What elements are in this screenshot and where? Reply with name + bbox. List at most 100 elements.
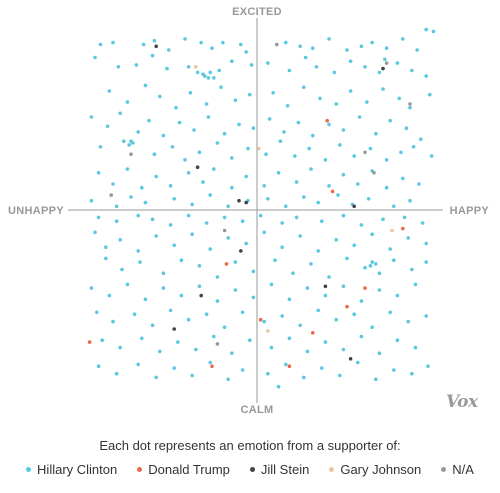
point-hillary-clinton-81 <box>222 131 227 136</box>
point-hillary-clinton-36 <box>217 68 221 73</box>
point-hillary-clinton-2 <box>141 42 146 47</box>
point-hillary-clinton-199 <box>138 260 142 264</box>
point-hillary-clinton-163 <box>168 223 173 227</box>
point-hillary-clinton-77 <box>161 133 166 138</box>
point-hillary-clinton-34 <box>208 70 212 75</box>
point-hillary-clinton-126 <box>201 180 205 184</box>
point-hillary-clinton-91 <box>374 131 378 136</box>
point-hillary-clinton-150 <box>266 197 270 201</box>
point-donald-trump-10 <box>287 364 292 369</box>
point-hillary-clinton-45 <box>363 65 367 69</box>
point-jill-stein-9 <box>172 327 176 331</box>
point-hillary-clinton-176 <box>420 221 425 225</box>
point-hillary-clinton-35 <box>212 76 216 80</box>
point-hillary-clinton-284 <box>266 371 270 376</box>
point-hillary-clinton-274 <box>413 345 418 350</box>
point-hillary-clinton-84 <box>267 117 272 121</box>
point-hillary-clinton-151 <box>284 204 288 209</box>
point-hillary-clinton-293 <box>410 371 414 376</box>
point-donald-trump-7 <box>311 331 315 335</box>
point-hillary-clinton-133 <box>309 167 313 171</box>
point-jill-stein-10 <box>348 357 353 361</box>
legend-label-jill-stein: Jill Stein <box>260 462 310 477</box>
point-hillary-clinton-37 <box>230 59 234 63</box>
point-hillary-clinton-120 <box>111 182 115 186</box>
point-n-a-4 <box>372 171 376 175</box>
point-n-a-3 <box>109 193 113 197</box>
point-hillary-clinton-154 <box>336 193 340 197</box>
point-hillary-clinton-162 <box>150 217 155 222</box>
point-hillary-clinton-115 <box>384 158 389 162</box>
point-hillary-clinton-238 <box>95 310 99 315</box>
point-gary-johnson-3 <box>266 329 270 333</box>
point-hillary-clinton-224 <box>179 293 184 298</box>
point-hillary-clinton-42 <box>314 65 319 69</box>
emotion-scatter-chart: EXCITED CALM UNHAPPY HAPPY <box>8 6 490 416</box>
point-hillary-clinton-7 <box>210 46 214 50</box>
point-hillary-clinton-289 <box>338 373 342 378</box>
point-hillary-clinton-215 <box>377 271 382 276</box>
point-hillary-clinton-33 <box>206 76 211 80</box>
legend-label-gary-johnson: Gary Johnson <box>340 462 422 477</box>
point-hillary-clinton-61 <box>271 91 276 95</box>
point-hillary-clinton-251 <box>334 317 339 322</box>
legend-label-na: N/A <box>452 462 474 477</box>
point-jill-stein-8 <box>199 293 203 298</box>
point-hillary-clinton-204 <box>233 260 238 264</box>
point-hillary-clinton-107 <box>264 152 268 156</box>
point-hillary-clinton-220 <box>107 293 112 298</box>
legend-caption: Each dot represents an emotion from a su… <box>99 438 401 453</box>
point-hillary-clinton-207 <box>291 271 295 276</box>
point-hillary-clinton-55 <box>174 105 178 110</box>
point-hillary-clinton-260 <box>158 349 162 354</box>
point-hillary-clinton-15 <box>327 37 331 41</box>
point-hillary-clinton-181 <box>154 234 158 238</box>
point-donald-trump-2 <box>401 226 405 231</box>
point-hillary-clinton-258 <box>118 345 122 350</box>
point-hillary-clinton-214 <box>374 262 378 266</box>
point-hillary-clinton-47 <box>383 57 387 62</box>
point-hillary-clinton-192 <box>352 243 357 248</box>
point-hillary-clinton-174 <box>381 217 385 222</box>
point-hillary-clinton-93 <box>404 126 409 130</box>
point-donald-trump-5 <box>345 304 349 309</box>
point-hillary-clinton-46 <box>377 70 382 75</box>
point-hillary-clinton-17 <box>359 44 364 49</box>
point-hillary-clinton-276 <box>114 371 119 376</box>
point-hillary-clinton-232 <box>323 293 328 298</box>
legend-dot-na <box>441 467 447 472</box>
point-hillary-clinton-94 <box>419 137 423 142</box>
point-hillary-clinton-201 <box>179 258 184 263</box>
point-hillary-clinton-183 <box>190 232 194 236</box>
point-hillary-clinton-73 <box>105 124 110 129</box>
point-hillary-clinton-186 <box>244 241 248 246</box>
point-n-a-0 <box>408 102 412 106</box>
point-hillary-clinton-14 <box>311 46 315 50</box>
point-hillary-clinton-66 <box>348 89 353 93</box>
point-hillary-clinton-48 <box>395 61 400 65</box>
legend-item-hillary-clinton: Hillary Clinton <box>26 462 117 477</box>
point-hillary-clinton-255 <box>406 319 411 324</box>
point-jill-stein-3 <box>237 198 241 203</box>
point-hillary-clinton-164 <box>186 213 191 218</box>
point-donald-trump-3 <box>224 262 229 266</box>
point-hillary-clinton-259 <box>140 336 144 341</box>
point-hillary-clinton-235 <box>377 288 382 292</box>
point-hillary-clinton-75 <box>136 130 140 134</box>
point-hillary-clinton-97 <box>127 143 131 147</box>
point-hillary-clinton-74 <box>118 111 122 116</box>
point-hillary-clinton-231 <box>305 286 310 290</box>
point-hillary-clinton-242 <box>168 308 173 313</box>
point-donald-trump-8 <box>87 340 92 344</box>
legend-item-gary-johnson: Gary Johnson <box>329 462 421 477</box>
point-hillary-clinton-90 <box>357 115 362 119</box>
point-hillary-clinton-99 <box>131 141 135 145</box>
point-hillary-clinton-245 <box>222 325 227 330</box>
point-hillary-clinton-200 <box>161 271 166 276</box>
axis-label-right: HAPPY <box>450 205 490 217</box>
point-hillary-clinton-20 <box>401 37 405 41</box>
point-hillary-clinton-210 <box>345 256 349 261</box>
point-hillary-clinton-148 <box>226 204 230 209</box>
point-hillary-clinton-53 <box>143 83 148 88</box>
point-hillary-clinton-140 <box>417 182 421 186</box>
